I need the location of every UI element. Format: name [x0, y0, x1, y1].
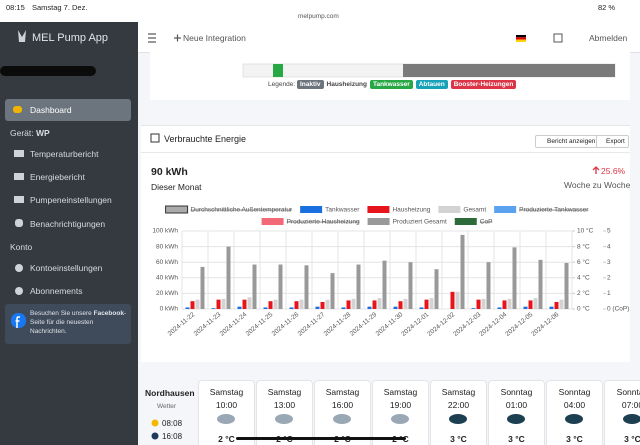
facebook-note[interactable]: Besuchen Sie unsere Facebook-Seite für d… — [30, 309, 128, 336]
active-item[interactable] — [5, 99, 131, 121]
forecast-card: Samstag 13:00 2 °C — [256, 380, 313, 445]
sunset: 16:08 — [162, 432, 183, 441]
facebook-box[interactable] — [5, 304, 131, 344]
text: -Seite für die neuesten Nachrichten. — [30, 310, 127, 335]
forecast-card: Samstag 10:00 2 °C — [198, 380, 255, 445]
forecast-time: 07:00 — [621, 400, 640, 410]
total-energy: 90 kWh — [151, 166, 188, 178]
weather-label: Wetter — [157, 403, 177, 410]
forecast-day: Samstag — [209, 387, 244, 397]
redacted — [0, 66, 96, 76]
forecast-temp: 3 °C — [450, 434, 467, 444]
change: 25.6% — [601, 166, 626, 176]
app-name[interactable]: MEL Pump App — [32, 32, 109, 44]
label: Export — [606, 138, 625, 145]
new-integration[interactable]: Neue Integration — [183, 33, 246, 43]
forecast-temp: 3 °C — [508, 434, 525, 444]
nav-item[interactable]: Energiebericht — [30, 172, 85, 182]
location: Nordhausen — [145, 388, 195, 398]
forecast-day: Sonntag — [616, 387, 640, 397]
url: melpump.com — [298, 13, 339, 20]
sunrise: 08:08 — [162, 419, 183, 428]
legend-item: Tankwasser — [369, 80, 413, 89]
status-time: 08:15 — [6, 3, 25, 12]
link[interactable]: Facebook — [93, 310, 124, 317]
sidebar — [0, 22, 138, 445]
legend-item: Abtauen — [415, 80, 448, 89]
forecast-card: Sonntag 01:00 3 °C — [488, 380, 545, 445]
legend-item: Inaktiv — [296, 80, 324, 89]
moon-icon — [151, 432, 159, 440]
period: Dieser Monat — [151, 182, 202, 192]
nav-item[interactable]: Pumpeneinstellungen — [30, 195, 112, 205]
status-date: Samstag 7. Dez. — [32, 3, 88, 12]
forecast-card: Samstag 16:00 2 °C — [314, 380, 371, 445]
forecast-day: Sonntag — [500, 387, 533, 397]
sun-icon — [151, 419, 159, 427]
card-title: Verbrauchte Energie — [164, 134, 247, 144]
forecast-day: Sonntag — [558, 387, 591, 397]
device-label: Gerät: — [10, 128, 34, 138]
timeline-card — [150, 52, 630, 100]
legend-label: Legende: — [268, 81, 296, 88]
forecast-temp: 2 °C — [392, 434, 409, 444]
legend-item: Hausheizung — [326, 81, 367, 88]
forecast-day: Samstag — [441, 387, 476, 397]
forecast-card: Sonntag 07:00 3 °C — [604, 380, 640, 445]
report-button[interactable]: Bericht anzeigen — [535, 135, 600, 148]
forecast-time: 04:00 — [563, 400, 586, 410]
forecast-temp: 2 °C — [276, 434, 293, 444]
device: WP — [36, 128, 50, 138]
forecast-card: Samstag 22:00 3 °C — [430, 380, 487, 445]
forecast-day: Samstag — [325, 387, 360, 397]
forecast-card: Samstag 19:00 2 °C — [372, 380, 429, 445]
device-header: Gerät: WP — [10, 128, 50, 138]
timeline-legend: Legende: Inaktiv Hausheizung Tankwasser Abt… — [268, 80, 519, 89]
forecast-day: Samstag — [267, 387, 302, 397]
forecast-temp: 2 °C — [334, 434, 351, 444]
forecast-temp: 3 °C — [566, 434, 583, 444]
forecast-time: 13:00 — [273, 400, 296, 410]
nav-item[interactable]: Benachrichtigungen — [30, 219, 106, 229]
text: Besuchen Sie unsere — [30, 310, 92, 317]
nav-item[interactable]: Temperaturbericht — [30, 149, 99, 159]
forecast-time: 10:00 — [215, 400, 238, 410]
forecast-temp: 3 °C — [624, 434, 640, 444]
export-button[interactable]: Export — [596, 135, 629, 148]
change-period: Woche zu Woche — [564, 180, 631, 190]
energy-card — [141, 125, 630, 362]
nav-item[interactable]: Abonnements — [30, 286, 83, 296]
nav-dashboard[interactable]: Dashboard — [30, 105, 72, 115]
nav-item[interactable]: Kontoeinstellungen — [30, 263, 103, 273]
forecast-time: 22:00 — [447, 400, 470, 410]
forecast-day: Samstag — [383, 387, 418, 397]
forecast-temp: 2 °C — [218, 434, 235, 444]
divider — [141, 152, 630, 153]
account-header: Konto — [10, 242, 33, 252]
forecast-time: 16:00 — [331, 400, 354, 410]
legend-item: Booster-Heizungen — [450, 80, 517, 89]
forecast-card: Sonntag 04:00 3 °C — [546, 380, 603, 445]
logout[interactable]: Abmelden — [589, 33, 628, 43]
forecast-time: 01:00 — [505, 400, 528, 410]
status-bar — [0, 0, 640, 22]
battery: 82 % — [598, 3, 616, 12]
label: Bericht anzeigen — [547, 138, 596, 145]
forecast-time: 19:00 — [389, 400, 412, 410]
